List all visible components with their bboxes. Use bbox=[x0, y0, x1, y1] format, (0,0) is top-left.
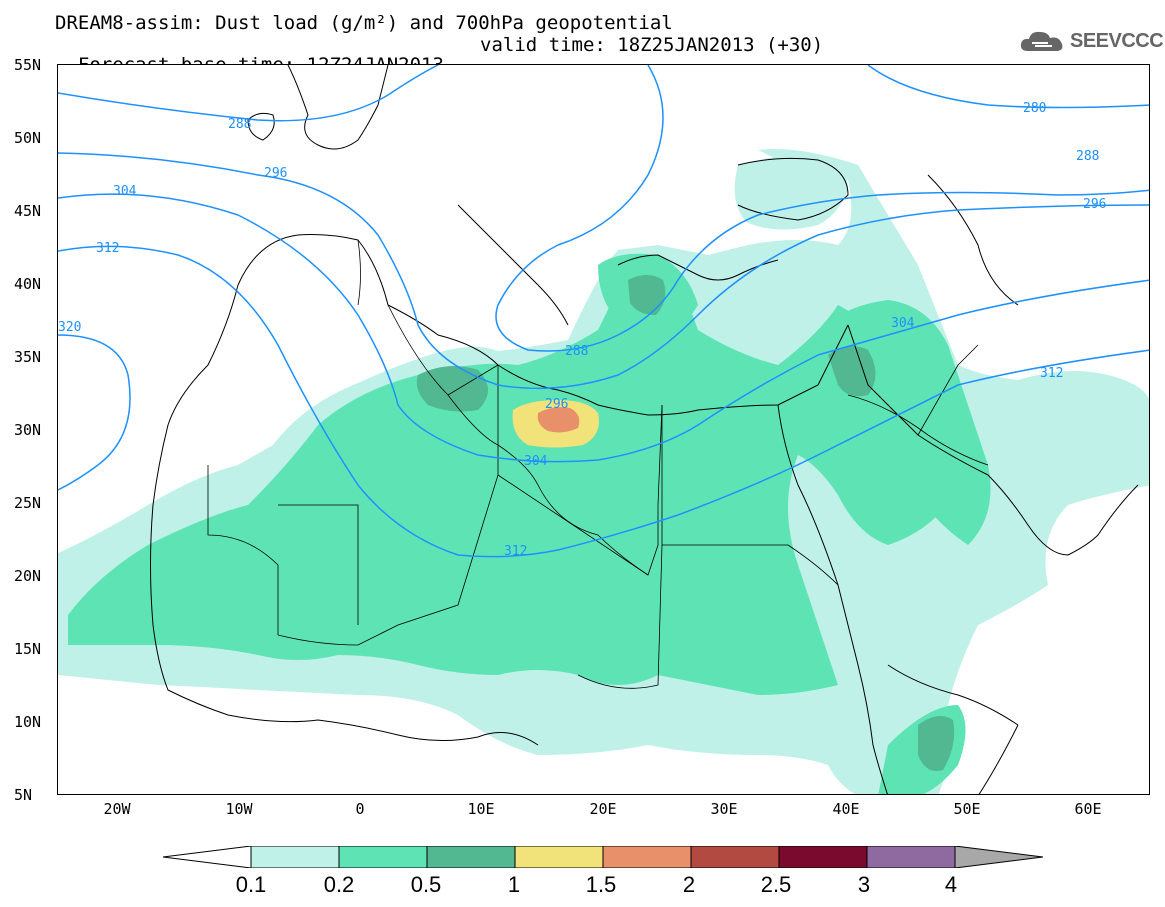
dust-band-0.1-north bbox=[734, 156, 848, 230]
lat-label: 25N bbox=[14, 494, 42, 512]
colorbar-swatch bbox=[778, 846, 868, 868]
isohypse-labels: 288 296 304 312 320 280 288 296 304 312 … bbox=[58, 101, 1106, 559]
lat-label: 10N bbox=[14, 713, 42, 731]
colorbar bbox=[163, 846, 1043, 868]
valid-time: valid time: 18Z25JAN2013 (+30) bbox=[480, 34, 824, 56]
isohypse-label: 288 bbox=[565, 344, 588, 359]
lon-label: 10E bbox=[467, 800, 495, 818]
colorbar-swatch bbox=[602, 846, 692, 868]
lat-label: 20N bbox=[14, 567, 42, 585]
dust-band-0.5-b bbox=[828, 346, 876, 397]
colorbar-lower-triangle bbox=[163, 846, 252, 868]
colorbar-label: 2.5 bbox=[760, 872, 792, 897]
dust-band-1.5 bbox=[537, 407, 580, 433]
dust-band-0.5-d bbox=[918, 716, 955, 771]
lat-label: 30N bbox=[14, 421, 42, 439]
lat-label: 5N bbox=[14, 786, 33, 804]
map-panel: 288 296 304 312 320 280 288 296 304 312 … bbox=[57, 64, 1150, 795]
lon-label: 40E bbox=[832, 800, 860, 818]
colorbar-swatch bbox=[690, 846, 780, 868]
lon-label: 50E bbox=[953, 800, 981, 818]
colorbar-label: 1 bbox=[507, 872, 521, 897]
colorbar-label: 2 bbox=[682, 872, 696, 897]
isohypse-label: 304 bbox=[891, 316, 915, 331]
dust-band-0.5-c bbox=[628, 275, 666, 315]
logo-text: SEEVCCC bbox=[1070, 29, 1164, 52]
colorbar-label: 3 bbox=[857, 872, 871, 897]
lon-label: 20W bbox=[103, 800, 131, 818]
lon-label: 60E bbox=[1074, 800, 1102, 818]
colorbar-label: 1.5 bbox=[585, 872, 617, 897]
colorbar-swatch bbox=[426, 846, 516, 868]
geopotential-isohypses bbox=[58, 65, 1149, 558]
lat-label: 15N bbox=[14, 640, 42, 658]
coastlines bbox=[150, 65, 1139, 794]
lon-label: 10W bbox=[225, 800, 253, 818]
map-canvas: 288 296 304 312 320 280 288 296 304 312 … bbox=[58, 65, 1149, 794]
colorbar-swatch bbox=[338, 846, 428, 868]
isohypse-label: 288 bbox=[1076, 149, 1099, 164]
isohypse-label: 312 bbox=[96, 241, 119, 256]
cloud-icon bbox=[1020, 31, 1063, 51]
map-title: DREAM8-assim: Dust load (g/m²) and 700hP… bbox=[55, 12, 673, 34]
isohypse-label: 296 bbox=[1083, 197, 1106, 212]
isohypse-label: 320 bbox=[58, 320, 81, 335]
lon-label: 20E bbox=[589, 800, 617, 818]
colorbar-swatch bbox=[866, 846, 956, 868]
isohypse-label: 312 bbox=[504, 544, 527, 559]
country-borders bbox=[207, 239, 989, 689]
lon-label: 30E bbox=[710, 800, 738, 818]
isohypse-label: 296 bbox=[264, 166, 287, 181]
lat-label: 35N bbox=[14, 348, 42, 366]
dust-band-0.2 bbox=[68, 265, 948, 695]
lon-label: 0 bbox=[355, 800, 365, 818]
seevccc-logo: SEEVCCC bbox=[1018, 26, 1164, 56]
colorbar-label: 4 bbox=[944, 872, 958, 897]
lat-label: 50N bbox=[14, 129, 42, 147]
colorbar-upper-triangle bbox=[954, 846, 1043, 868]
lat-label: 40N bbox=[14, 275, 42, 293]
isohypse-label: 280 bbox=[1023, 101, 1046, 116]
isohypse-label: 288 bbox=[228, 117, 251, 132]
isohypse-label: 312 bbox=[1040, 366, 1063, 381]
colorbar-swatch bbox=[250, 846, 340, 868]
colorbar-label: 0.5 bbox=[410, 872, 442, 897]
dust-band-0.5 bbox=[416, 366, 488, 412]
colorbar-label: 0.2 bbox=[323, 872, 355, 897]
lat-label: 45N bbox=[14, 202, 42, 220]
colorbar-swatch bbox=[514, 846, 604, 868]
isohypse-label: 304 bbox=[113, 184, 137, 199]
colorbar-label: 0.1 bbox=[235, 872, 267, 897]
lat-label: 55N bbox=[14, 56, 42, 74]
isohypse-label: 296 bbox=[545, 397, 568, 412]
isohypse-label: 304 bbox=[524, 454, 548, 469]
